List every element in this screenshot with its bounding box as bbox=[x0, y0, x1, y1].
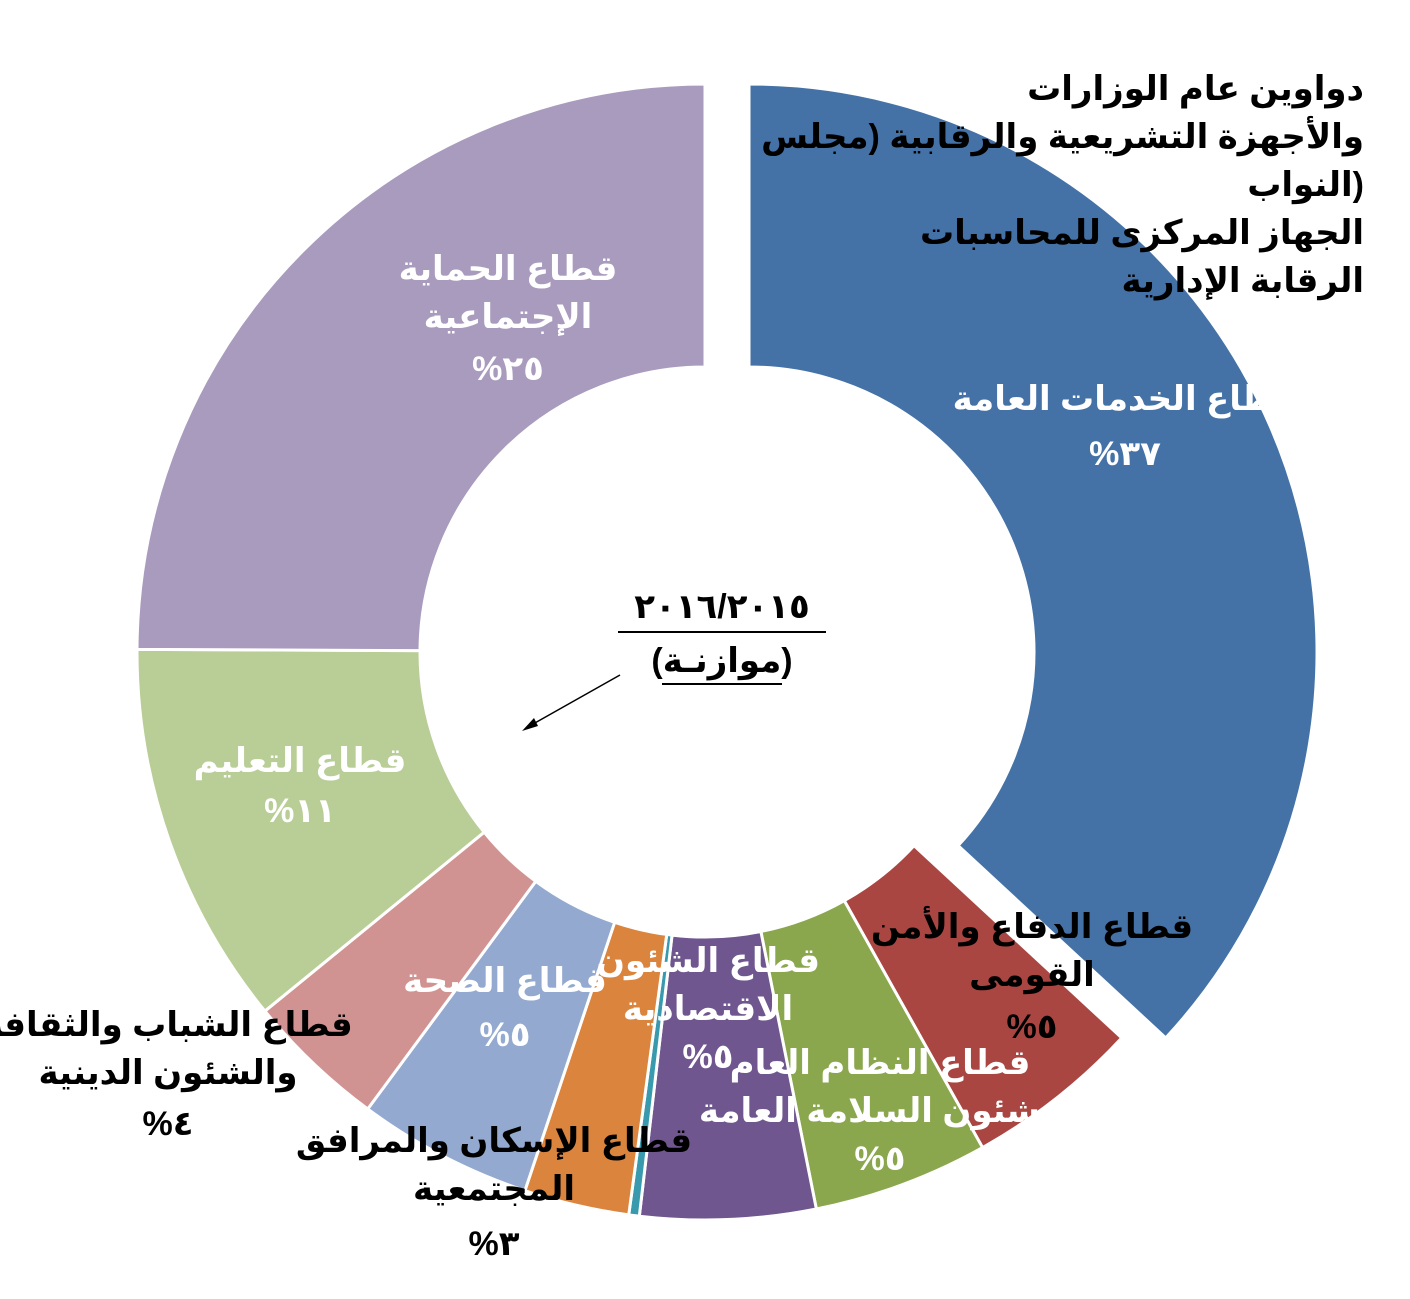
slice-label: قطاع النظام العام bbox=[730, 1044, 1031, 1083]
annotation-line: دواوين عام الوزارات bbox=[1027, 70, 1364, 109]
annotation-line: الجهاز المركزى للمحاسبات bbox=[920, 214, 1364, 253]
slice-label: قطاع الحماية bbox=[399, 250, 618, 288]
annotation-line: الرقابة الإدارية bbox=[1122, 262, 1364, 301]
slice-percent-label: %٥ bbox=[683, 1038, 734, 1076]
slice-label: قطاع التعليم bbox=[194, 742, 407, 781]
slice-label: والشئون الدينية bbox=[38, 1054, 297, 1093]
center-title-group: ٢٠١٦/٢٠١٥ (موازنـة) bbox=[618, 588, 826, 685]
annotation-line: والأجهزة التشريعية والرقابية (مجلس bbox=[761, 115, 1364, 157]
slice-labels: قطاع الخدمات العامة %٣٧ قطاع الدفاع والأمن… bbox=[0, 250, 1297, 1263]
slice-percent-label: %٢٥ bbox=[472, 350, 544, 388]
slice-percent-label: %٥ bbox=[855, 1140, 906, 1178]
donut-slice bbox=[747, 82, 1319, 1041]
slice-label: الاقتصادية bbox=[623, 990, 793, 1028]
slice-percent-label: %٥ bbox=[1007, 1008, 1058, 1046]
slice-label: وشئون السلامة العامة bbox=[699, 1092, 1061, 1131]
slice-label: قطاع الدفاع والأمن bbox=[871, 905, 1193, 947]
slice-label: قطاع الشئون bbox=[596, 942, 820, 981]
slice-percent-label: %٣٧ bbox=[1089, 435, 1161, 473]
donut-slice bbox=[135, 647, 487, 1014]
center-title: ٢٠١٦/٢٠١٥ bbox=[634, 588, 809, 626]
annotation-line: النواب) bbox=[1247, 166, 1364, 205]
slice-label: القومى bbox=[969, 956, 1095, 995]
slice-label: قطاع الخدمات العامة bbox=[953, 380, 1298, 418]
annotation-block: دواوين عام الوزارات والأجهزة التشريعية وا… bbox=[761, 70, 1364, 301]
slice-percent-label: %٤ bbox=[143, 1105, 194, 1143]
slice-percent-label: %١١ bbox=[264, 792, 336, 830]
center-subtitle: (موازنـة) bbox=[651, 642, 792, 681]
slice-label: قطاع الشباب والثقافة bbox=[0, 1006, 353, 1045]
center-arrow-icon bbox=[522, 674, 621, 731]
slice-label: الإجتماعية bbox=[424, 298, 593, 336]
slice-label: قطاع الإسكان والمرافق bbox=[296, 1122, 692, 1161]
donut-slice bbox=[135, 82, 707, 653]
slice-label: المجتمعية bbox=[413, 1170, 575, 1208]
slice-label: قطاع الصحة bbox=[403, 962, 607, 1000]
donut-slices bbox=[135, 82, 1319, 1222]
slice-percent-label: %٥ bbox=[480, 1016, 531, 1054]
slice-percent-label: %٣ bbox=[469, 1225, 520, 1263]
